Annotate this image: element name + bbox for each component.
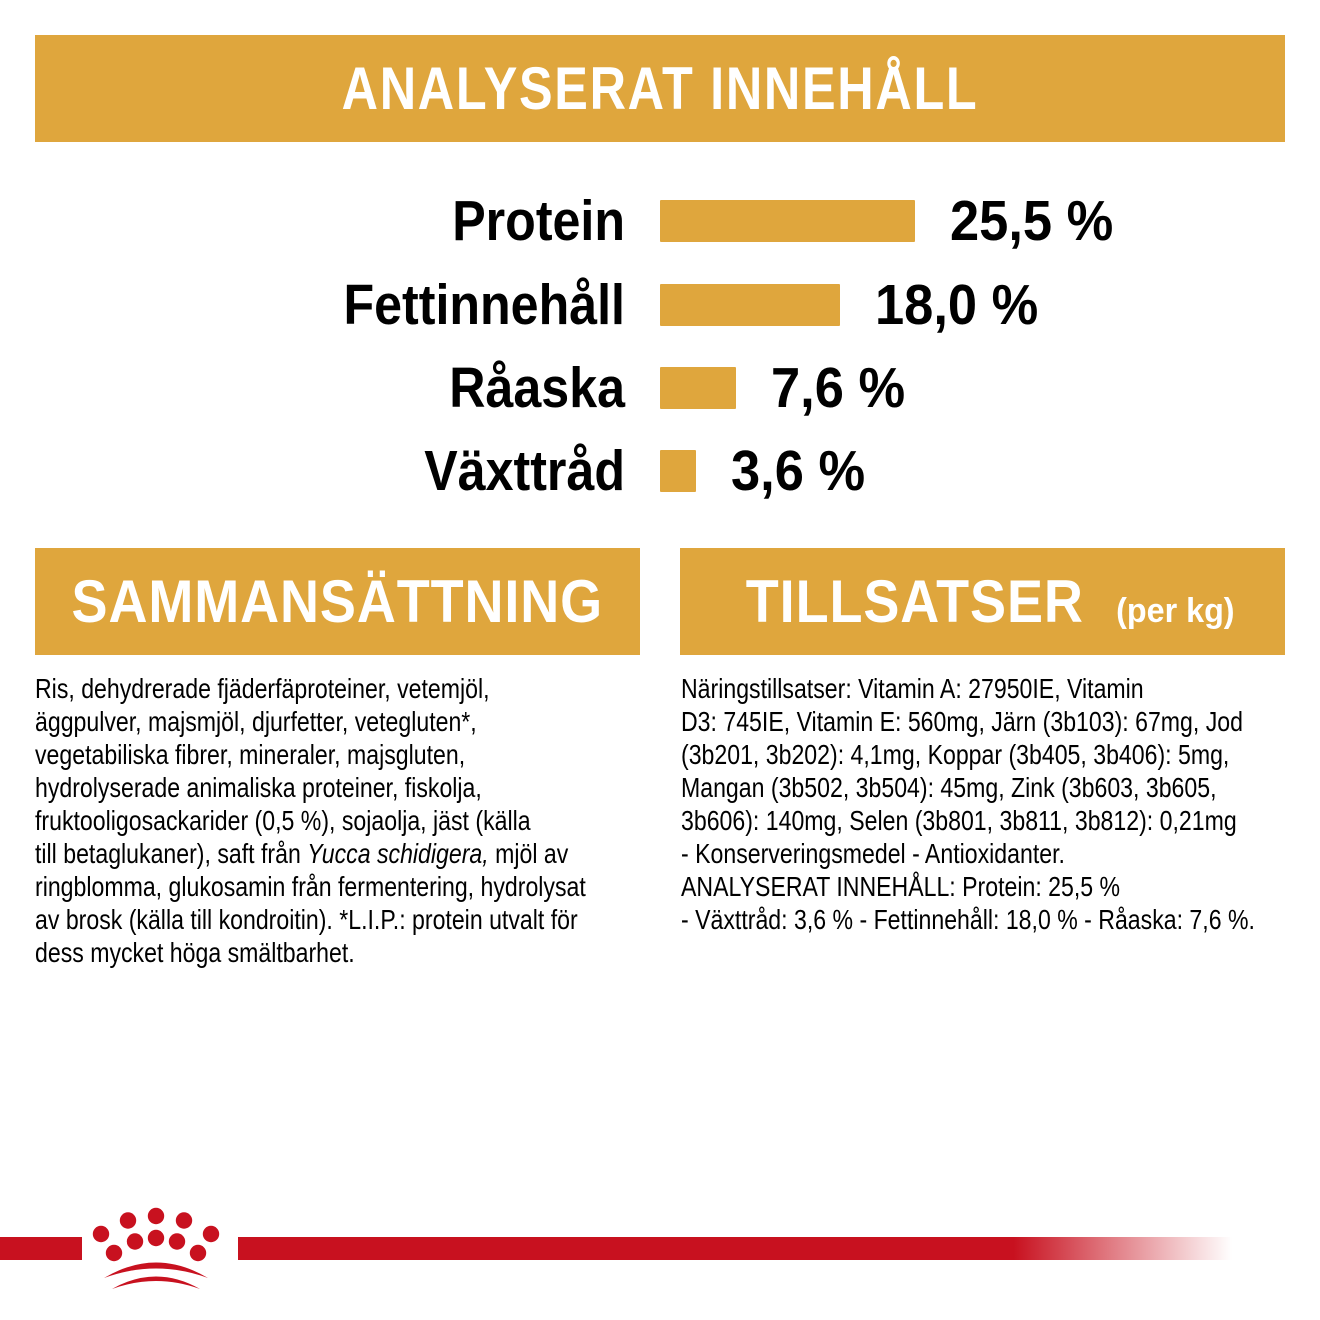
chart-label: Protein — [452, 188, 625, 253]
analyzed-content-title: ANALYSERAT INNEHÅLL — [341, 54, 979, 122]
analyzed-content-banner: ANALYSERAT INNEHÅLL — [35, 35, 1285, 142]
chart-bar — [660, 284, 840, 326]
chart-row-ash: Råaska 7,6 % — [0, 353, 917, 423]
additives-text: Näringstillsatser: Vitamin A: 27950IE, V… — [681, 673, 1255, 935]
composition-text: Ris, dehydrerade fjäderfäproteiner, vete… — [35, 673, 586, 968]
chart-bar — [660, 450, 696, 492]
composition-title: SAMMANSÄTTNING — [71, 567, 604, 635]
chart-row-protein: Protein 25,5 % — [0, 186, 1127, 256]
chart-value: 25,5 % — [950, 188, 1114, 253]
chart-bar — [660, 200, 915, 242]
royal-canin-crown-logo-icon — [92, 1207, 220, 1289]
chart-value: 18,0 % — [875, 272, 1039, 337]
chart-row-fibre: Växttråd 3,6 % — [0, 436, 877, 506]
chart-label: Växttråd — [424, 438, 625, 503]
chart-value: 7,6 % — [771, 355, 906, 420]
chart-label: Fettinnehåll — [343, 272, 625, 337]
additives-title-group: TILLSATSER (per kg) — [727, 567, 1237, 635]
chart-label: Råaska — [449, 355, 625, 420]
chart-row-fat: Fettinnehåll 18,0 % — [0, 270, 1052, 340]
footer-stripe-left — [0, 1237, 82, 1260]
additives-title: TILLSATSER — [746, 567, 1085, 635]
footer-stripe-right — [238, 1237, 1232, 1260]
chart-value: 3,6 % — [731, 438, 866, 503]
chart-bar — [660, 367, 736, 409]
additives-title-suffix: (per kg) — [1116, 591, 1235, 630]
composition-banner: SAMMANSÄTTNING — [35, 548, 640, 655]
additives-banner: TILLSATSER (per kg) — [680, 548, 1285, 655]
